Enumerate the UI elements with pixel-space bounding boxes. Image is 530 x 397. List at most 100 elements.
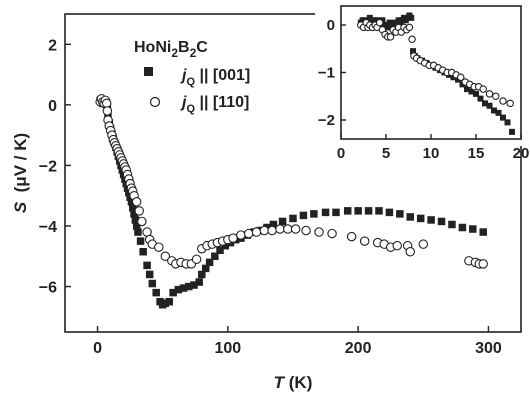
x-axis-title: T (K): [274, 373, 313, 392]
main-point-square: [310, 210, 318, 218]
compound-base: HoNi: [134, 39, 171, 56]
main-point-circle: [267, 225, 277, 236]
main-point-square: [136, 237, 145, 245]
main-x-ticks: 0 100 200 300: [93, 326, 502, 357]
inset-point-square: [482, 100, 488, 107]
inset-point-circle: [375, 18, 384, 27]
inset-point-square: [473, 90, 479, 97]
main-y-tick-label: 0: [48, 98, 57, 115]
main-point-square: [221, 241, 230, 250]
inset-point-circle: [408, 35, 416, 43]
legend-marker-open-circle: [149, 96, 161, 108]
main-point-circle: [154, 242, 164, 252]
main-point-circle: [134, 206, 145, 216]
main-point-square: [385, 208, 394, 217]
main-y-ticks: 2 0 −2 −4 −6: [39, 37, 71, 297]
main-point-square: [131, 216, 140, 224]
main-point-square: [132, 222, 141, 230]
legend-001-suffix: || [001]: [195, 67, 250, 84]
main-point-square: [179, 284, 188, 292]
main-point-circle: [160, 251, 171, 262]
inset-point-circle: [485, 90, 494, 98]
main-point-square: [195, 278, 203, 286]
main-y-tick-label: −6: [39, 280, 57, 297]
main-point-square: [469, 225, 477, 233]
main-point-circle: [346, 231, 357, 242]
x-axis-unit: (K): [284, 373, 312, 392]
inset-point-square: [500, 114, 506, 121]
inset-series-110: [357, 18, 514, 108]
inset-y-tick-label: −1: [318, 65, 335, 82]
inset-point-square: [408, 14, 415, 21]
main-x-tick-label: 300: [475, 340, 502, 357]
main-point-square: [299, 211, 308, 220]
inset-point-circle: [492, 92, 500, 101]
legend-marker-filled-square: [144, 67, 153, 76]
main-point-square: [143, 261, 151, 270]
main-series-110: [95, 94, 488, 269]
legend-001-sub: Q: [186, 76, 195, 88]
main-point-square: [364, 207, 373, 215]
main-point-square: [139, 247, 147, 256]
main-point-square: [216, 246, 224, 254]
main-point-circle: [251, 227, 262, 237]
inset-point-square: [495, 109, 502, 116]
main-point-square: [127, 198, 136, 206]
main-point-square: [375, 207, 383, 215]
main-point-square: [134, 228, 142, 236]
main-point-circle: [243, 228, 254, 239]
inset-background: [315, 3, 523, 146]
main-point-square: [278, 217, 287, 226]
inset-point-square: [509, 128, 515, 135]
main-point-circle: [259, 225, 270, 236]
main-point-square: [185, 282, 193, 291]
main-point-square: [201, 264, 210, 273]
main-x-tick-label: 200: [345, 340, 372, 357]
main-point-square: [169, 288, 177, 297]
inset-x-tick-label: 10: [423, 145, 440, 162]
main-point-square: [198, 270, 206, 279]
main-point-square: [190, 281, 198, 289]
main-point-square: [174, 285, 183, 294]
main-x-tick-label: 0: [93, 340, 102, 357]
main-point-circle: [137, 216, 147, 227]
legend-entry-110: jQ || [110]: [180, 94, 249, 115]
main-y-tick-label: 2: [48, 37, 57, 54]
inset-point-circle: [456, 73, 465, 82]
main-point-circle: [290, 224, 301, 234]
legend-entry-001: jQ || [001]: [180, 67, 250, 88]
main-point-square: [152, 288, 160, 297]
legend: jQ || [001] jQ || [110]: [144, 67, 250, 115]
inset-point-square: [491, 107, 497, 114]
inset-point-square: [366, 14, 373, 21]
main-point-square: [145, 270, 154, 279]
main-point-square: [332, 208, 340, 217]
inset-y-ticks: 0 −1 −2: [318, 17, 346, 129]
inset-point-square: [386, 19, 393, 26]
y-axis-var: S: [11, 201, 30, 213]
x-axis-var: T: [274, 373, 286, 392]
main-point-square: [343, 207, 352, 215]
inset-point-square: [468, 88, 475, 95]
main-point-circle: [478, 259, 488, 269]
inset-point-square: [410, 48, 416, 55]
inset-x-tick-label: 15: [468, 145, 485, 162]
main-y-tick-label: −2: [39, 158, 57, 175]
main-point-square: [165, 297, 173, 306]
compound-label: HoNi2B2C: [134, 39, 208, 60]
inset-point-square: [504, 119, 511, 126]
compound-sub1: 2: [171, 46, 178, 60]
legend-110-sub: Q: [186, 103, 195, 115]
inset-point-circle: [506, 99, 514, 108]
inset-point-square: [486, 102, 493, 109]
main-point-square: [148, 279, 157, 288]
main-plot-frame: [64, 13, 522, 333]
inset-x-ticks: 0 5 10 15 20: [337, 134, 529, 162]
main-point-circle: [392, 240, 402, 251]
main-point-circle: [418, 239, 429, 249]
main-x-tick-label: 100: [215, 340, 242, 357]
main-point-circle: [102, 106, 113, 116]
main-point-circle: [283, 224, 293, 234]
main-point-square: [289, 214, 297, 223]
